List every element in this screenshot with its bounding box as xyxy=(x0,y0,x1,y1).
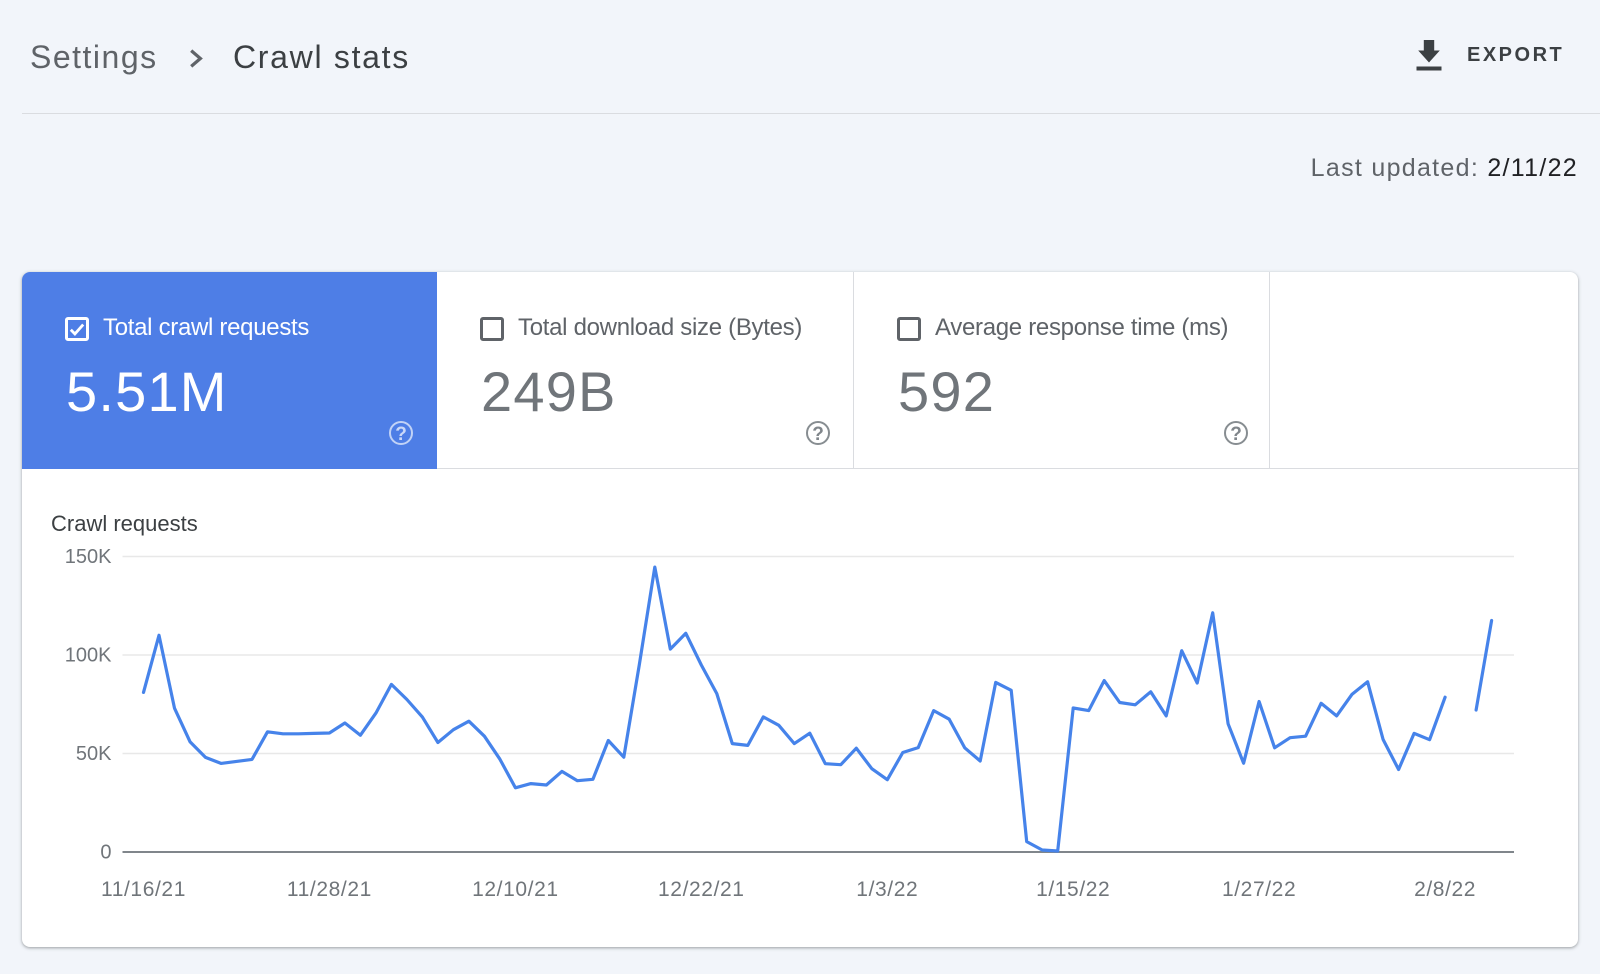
svg-text:1/27/22: 1/27/22 xyxy=(1222,878,1296,901)
svg-text:11/16/21: 11/16/21 xyxy=(101,878,186,901)
svg-text:2/8/22: 2/8/22 xyxy=(1414,878,1476,901)
svg-text:0: 0 xyxy=(100,841,111,863)
svg-text:11/28/21: 11/28/21 xyxy=(287,878,372,901)
svg-text:12/10/21: 12/10/21 xyxy=(472,878,559,901)
svg-text:1/3/22: 1/3/22 xyxy=(856,878,918,901)
svg-text:150K: 150K xyxy=(65,546,112,568)
svg-text:1/15/22: 1/15/22 xyxy=(1036,878,1110,901)
svg-text:12/22/21: 12/22/21 xyxy=(658,878,745,901)
svg-text:Crawl requests: Crawl requests xyxy=(51,511,198,536)
svg-text:100K: 100K xyxy=(65,644,112,666)
svg-text:50K: 50K xyxy=(76,743,112,765)
